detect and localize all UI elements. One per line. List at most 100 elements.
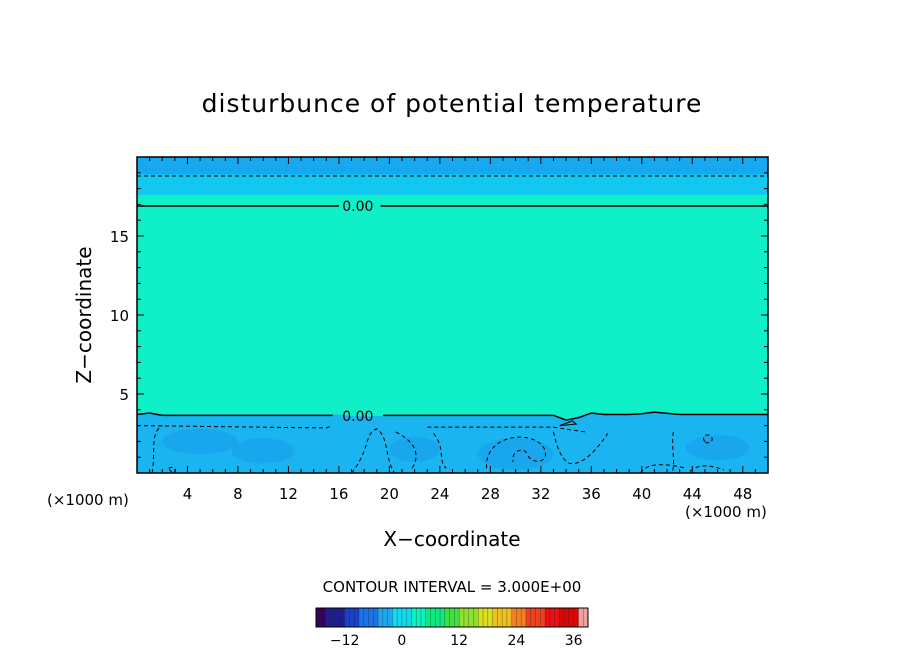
y-tick-label: 5 [119,386,129,404]
chart-title: disturbunce of potential temperature [202,89,703,118]
colorbar-tick-label: 24 [508,633,526,649]
colorbar-cell [511,608,517,627]
colorbar-cell [459,608,465,627]
contour-labels: 0.00 0.00 [342,199,373,425]
contour-dashed-blob [640,464,687,473]
contour-label: 0.00 [342,409,373,425]
colorbar-cell [368,608,374,627]
contour-dashed-lower [137,425,333,429]
colorbar-cell [435,608,441,627]
x-tick-label: 16 [329,485,348,503]
colorbar-cell [397,608,403,627]
x-tick-label: 32 [531,485,550,503]
contour-dashed-blob [703,434,713,444]
x-tick-label: 40 [632,485,651,503]
colorbar-cell [583,608,589,627]
x-axis-ticks: 4 8 12 16 20 24 28 32 36 40 44 48 [149,157,756,503]
contour-dashed-lower [427,426,586,433]
colorbar-cell [516,608,522,627]
colorbar-cell [344,608,350,627]
colorbar-cell [320,608,326,627]
colorbar-cell [401,608,407,627]
colorbar-cell [502,608,508,627]
colorbar-cell [473,608,479,627]
colorbar-cell [392,608,398,627]
x-tick-label: 12 [279,485,298,503]
contour-dashed-blob [351,428,395,473]
colorbar-tick-label: 0 [397,633,406,649]
colorbar-cell [373,608,379,627]
colorbar-cell [483,608,489,627]
colorbar-cell [540,608,546,627]
colorbar-cell [449,608,455,627]
contour-interval-text: CONTOUR INTERVAL = 3.000E+00 [323,578,582,596]
colorbar-cell [354,608,360,627]
colorbar-tick-label: 12 [450,633,468,649]
x-unit-left: (×1000 m) [47,491,129,509]
colorbar-cell [363,608,369,627]
colorbar-tick-label: 36 [565,633,583,649]
colorbar-cell [478,608,484,627]
field-cool-patch [685,435,750,461]
colorbar-cell [530,608,536,627]
colorbar-cell [339,608,345,627]
contour-zero-lower [137,412,333,417]
colorbar-cell [349,608,355,627]
colorbar-cell [521,608,527,627]
colorbar-cell [330,608,336,627]
colorbar-cell [406,608,412,627]
field-cool-patch [389,436,440,462]
colorbar-cell [387,608,393,627]
x-axis-label: X−coordinate [383,527,520,551]
colorbar-cell [549,608,555,627]
x-tick-label: 44 [683,485,702,503]
field-cool-patch [231,438,295,464]
contour-field [137,157,768,473]
colorbar-cell [358,608,365,627]
colorbar-cell [444,608,450,627]
colorbar [315,607,589,628]
field-top-band [137,157,768,175]
x-tick-label: 28 [481,485,500,503]
colorbar-cell [463,608,470,627]
colorbar-cell [420,608,427,627]
contour-zero-lower [383,411,768,421]
field-cool-patch [162,428,238,455]
y-tick-label: 15 [110,228,129,246]
colorbar-cell [564,608,570,627]
contour-dashed-blob [151,425,163,473]
contour-dashed-blob [671,431,675,473]
contour-closed-small [559,420,578,427]
x-tick-label: 8 [233,485,243,503]
colorbar-cell [416,608,422,627]
y-axis-ticks: 5 10 15 [110,172,768,458]
colorbar-cell [425,608,431,627]
x-tick-label: 20 [380,485,399,503]
colorbar-cell [506,608,512,627]
colorbar-cell [430,608,436,627]
colorbar-cell [492,608,498,627]
colorbar-cell [535,608,541,627]
contour-dashed-blob [552,431,609,465]
colorbar-cell [568,608,574,627]
contour-dashed-blob [486,436,547,469]
colorbar-cell [559,608,565,627]
x-unit-right: (×1000 m) [685,503,767,521]
colorbar-tick-label: −12 [330,633,360,649]
colorbar-cell [382,608,388,627]
colorbar-cell [468,608,474,627]
colorbar-cell [525,608,532,627]
colorbar-cell [325,608,331,627]
colorbar-cell [440,608,446,627]
x-tick-label: 36 [582,485,601,503]
colorbar-cell [487,608,493,627]
colorbar-cell [316,608,322,627]
colorbar-cell [545,608,551,627]
colorbar-cell [411,608,417,627]
contour-label: 0.00 [342,199,373,215]
contour-lines [137,175,768,473]
colorbar-cell [554,608,560,627]
colorbar-frame [315,607,589,628]
colorbar-cell [378,608,384,627]
